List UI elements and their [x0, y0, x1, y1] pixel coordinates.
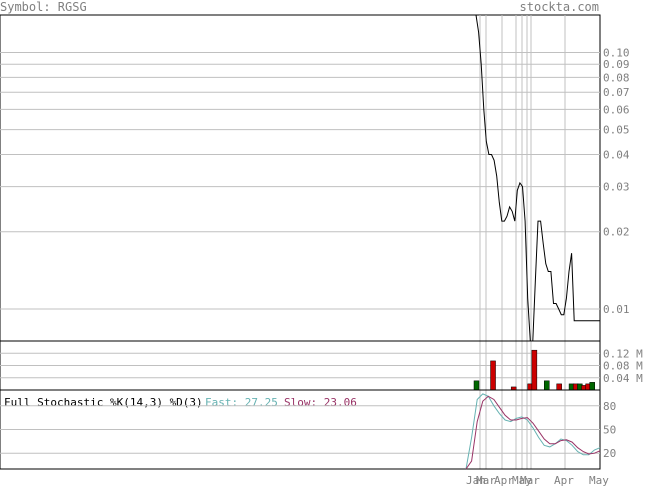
volume-bar	[473, 380, 480, 391]
stochastic-tick-label: 50	[603, 424, 616, 437]
price-tick-label: 0.05	[603, 124, 630, 137]
price-tick-label: 0.07	[603, 86, 630, 99]
price-axis-ticks: 0.100.090.08 0.07 0.06 0.05 0.04 0.03 0.02 0.01	[603, 46, 630, 315]
x-tick-label: Apr	[494, 474, 514, 486]
price-tick-label: 0.03	[603, 181, 630, 194]
price-tick-label: 0.01	[603, 303, 630, 316]
stochastic-tick-label: 20	[603, 447, 616, 460]
price-tick-label: 0.09	[603, 58, 630, 71]
stochastic-axis-ticks: 80 50 20	[603, 400, 616, 460]
stochastic-title: Full Stochastic %K(14,3) %D(3)	[4, 396, 203, 409]
x-tick-label: Mar	[520, 474, 540, 486]
volume-bar	[544, 380, 550, 391]
volume-bar	[556, 383, 562, 391]
price-tick-label: 0.06	[603, 103, 630, 116]
volume-axis-ticks: 0.12 M0.08 M0.04 M	[603, 347, 643, 385]
volume-bar	[531, 349, 538, 391]
stochastic-slow-line	[465, 395, 601, 470]
price-line	[475, 14, 600, 342]
price-tick-label: 0.10	[603, 46, 630, 59]
volume-grid	[0, 352, 600, 379]
stochastic-tick-label: 80	[603, 400, 616, 413]
volume-bar	[589, 382, 595, 391]
volume-tick-label: 0.04 M	[603, 372, 643, 385]
price-grid	[0, 51, 600, 310]
x-tick-label: May	[512, 474, 532, 486]
x-tick-label: Jan	[466, 474, 486, 486]
x-tick-label: Mar	[476, 474, 496, 486]
volume-tick-label: 0.08 M	[603, 360, 643, 373]
site-label[interactable]: stockta.com	[520, 0, 599, 14]
volume-bar	[490, 360, 496, 391]
volume-bars	[473, 349, 595, 391]
fast-value-label: Fast: 27.25	[205, 396, 278, 409]
price-tick-label: 0.04	[603, 149, 630, 162]
x-tick-label: May	[589, 474, 609, 486]
price-tick-label: 0.02	[603, 226, 630, 239]
stochastic-grid	[0, 405, 600, 454]
price-vertical-lines	[479, 15, 566, 469]
slow-value-label: Slow: 23.06	[284, 396, 357, 409]
symbol-label: Symbol: RGSG	[0, 0, 87, 14]
volume-tick-label: 0.12 M	[603, 347, 643, 360]
x-tick-label: Apr	[554, 474, 574, 486]
price-tick-label: 0.08	[603, 71, 630, 84]
